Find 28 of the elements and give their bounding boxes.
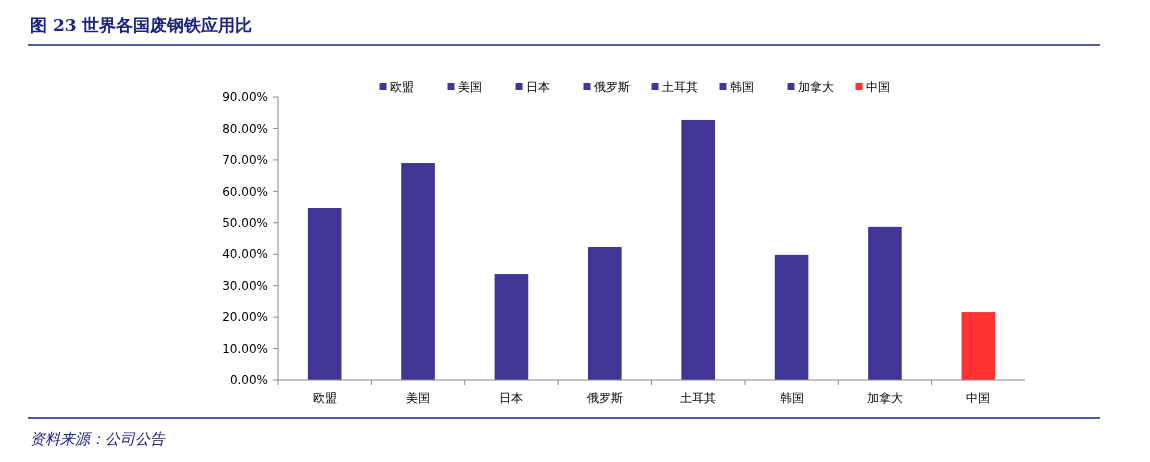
text: 资料来源：公司公告 xyxy=(30,430,166,448)
legend-label: 土耳其 xyxy=(661,80,698,95)
x-tick-label: 欧盟 xyxy=(312,391,337,405)
x-tick-label: 土耳其 xyxy=(680,391,717,405)
legend-label: 日本 xyxy=(525,80,550,95)
y-tick-label: 90.00% xyxy=(222,90,268,105)
y-tick-label: 20.00% xyxy=(222,310,268,325)
text: 图 23 世界各国废钢铁应用比 xyxy=(30,15,253,35)
legend-label: 欧盟 xyxy=(389,80,414,95)
y-tick-label: 0.00% xyxy=(229,373,268,388)
x-tick-label: 韩国 xyxy=(779,391,804,405)
x-tick-label: 加拿大 xyxy=(866,391,903,405)
y-tick-label: 70.00% xyxy=(222,153,268,168)
x-tick-label: 中国 xyxy=(966,391,991,405)
y-tick-label: 60.00% xyxy=(222,184,268,199)
y-tick-label: 10.00% xyxy=(222,341,268,356)
y-tick-label: 50.00% xyxy=(222,215,268,230)
x-tick-label: 俄罗斯 xyxy=(586,391,623,405)
x-tick-label: 日本 xyxy=(499,391,524,405)
x-tick-label: 美国 xyxy=(406,391,431,405)
legend-label: 美国 xyxy=(457,80,482,95)
y-tick-label: 80.00% xyxy=(222,121,268,136)
legend-label: 中国 xyxy=(865,80,890,95)
y-tick-label: 40.00% xyxy=(222,247,268,262)
legend-label: 俄罗斯 xyxy=(593,80,630,95)
legend-label: 韩国 xyxy=(729,80,754,95)
y-tick-label: 30.00% xyxy=(222,278,268,293)
legend-label: 加拿大 xyxy=(797,80,834,95)
